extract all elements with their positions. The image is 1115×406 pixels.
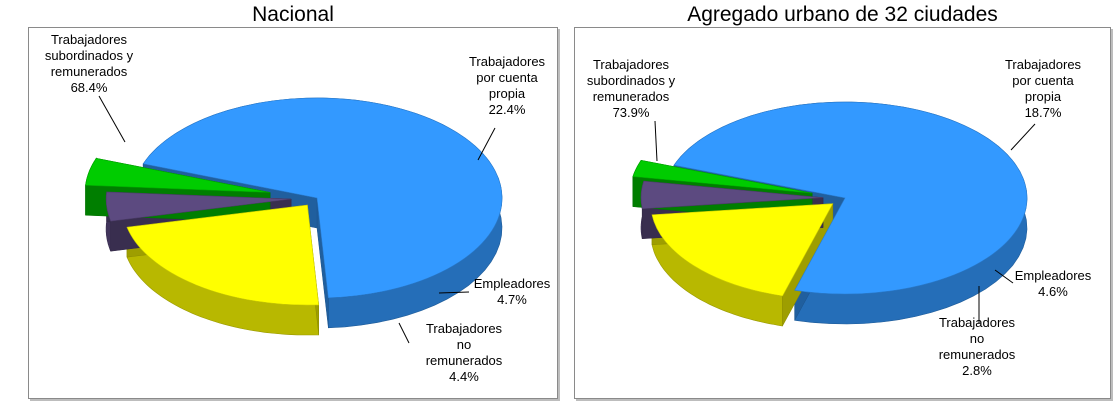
slice-label-empleadores: Empleadores 4.7% (474, 276, 551, 307)
slice-label-line: Trabajadores (469, 54, 546, 69)
leader-line-empleadores (994, 269, 1014, 284)
slice-label-line: remunerados (593, 89, 670, 104)
pie-chart-nacional: Trabajadores subordinados y remunerados 68.… (28, 27, 558, 399)
slice-value-empleadores: 4.7% (497, 292, 527, 307)
slice-value-cuenta-propia: 22.4% (489, 102, 526, 117)
slice-label-line: Trabajadores (1005, 57, 1082, 72)
slice-label-line: no (457, 337, 471, 352)
slice-label-subordinados: Trabajadores subordinados y remunerados 73.… (587, 57, 676, 120)
slice-value-subordinados: 73.9% (613, 105, 650, 120)
slice-label-subordinados: Trabajadores subordinados y remunerados 68.… (45, 32, 134, 95)
pie-slice-cuenta-propia (651, 203, 834, 297)
slice-label-line: Empleadores (474, 276, 551, 291)
slice-label-line: propia (489, 86, 526, 101)
slice-label-cuenta-propia: Trabajadores por cuenta propia 18.7% (1005, 57, 1082, 120)
slice-value-subordinados: 68.4% (71, 80, 108, 95)
pie-slice-no-remunerados (85, 157, 271, 193)
slice-label-line: Trabajadores (426, 321, 503, 336)
leader-line-subordinados (654, 120, 658, 162)
chart-title-urbano: Agregado urbano de 32 ciudades (687, 3, 998, 26)
slice-label-line: remunerados (51, 64, 128, 79)
leader-line-cuenta-propia (1010, 123, 1036, 151)
pie-slice-no-remunerados (632, 159, 813, 194)
slice-label-cuenta-propia: Trabajadores por cuenta propia 22.4% (469, 54, 546, 117)
leader-line-subordinados (98, 95, 126, 143)
slice-label-line: subordinados y (45, 48, 134, 63)
slice-label-line: Trabajadores (593, 57, 670, 72)
slice-label-empleadores: Empleadores 4.6% (1015, 268, 1092, 299)
slice-label-line: Trabajadores (51, 32, 128, 47)
slice-label-line: por cuenta (476, 70, 538, 85)
pie-chart-nacional-svg: Trabajadores subordinados y remunerados 68.… (45, 32, 551, 384)
pie-chart-urbano-svg: Trabajadores subordinados y remunerados 73.… (587, 57, 1092, 378)
slice-label-line: Trabajadores (939, 315, 1016, 330)
slice-label-line: por cuenta (1012, 73, 1074, 88)
slice-label-line: remunerados (939, 347, 1016, 362)
pie-slice-cuenta-propia (126, 204, 320, 306)
pie-slice-subordinados (142, 97, 503, 299)
leader-line-cuenta-propia (477, 127, 496, 161)
slice-value-no-remunerados: 2.8% (962, 363, 992, 378)
chart-title-nacional: Nacional (252, 3, 334, 26)
pie-slice-subordinados (673, 101, 1028, 295)
slice-label-no-remunerados: Trabajadores no remunerados 2.8% (939, 315, 1016, 378)
slice-label-no-remunerados: Trabajadores no remunerados 4.4% (426, 321, 503, 384)
slice-value-cuenta-propia: 18.7% (1025, 105, 1062, 120)
leader-line-empleadores (438, 291, 470, 294)
slice-label-line: remunerados (426, 353, 503, 368)
leader-line-no-remunerados (398, 322, 410, 344)
pie-slice-empleadores (640, 180, 824, 210)
pie-chart-urbano: Trabajadores subordinados y remunerados 73.… (574, 27, 1111, 399)
slice-value-empleadores: 4.6% (1038, 284, 1068, 299)
slice-label-line: propia (1025, 89, 1062, 104)
pie-slice-empleadores (105, 191, 292, 222)
slice-label-line: Empleadores (1015, 268, 1092, 283)
slice-label-line: no (970, 331, 984, 346)
slice-value-no-remunerados: 4.4% (449, 369, 479, 384)
slice-label-line: subordinados y (587, 73, 676, 88)
